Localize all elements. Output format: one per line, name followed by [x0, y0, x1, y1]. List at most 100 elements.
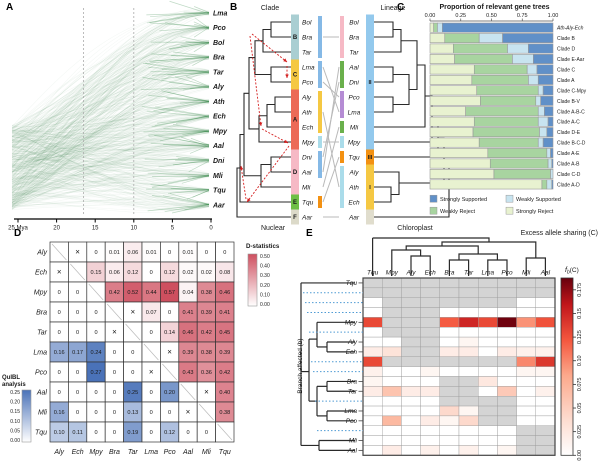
e-heatmap-cell — [439, 297, 460, 308]
nuclear-taxon-label: Pco — [302, 79, 314, 86]
e-heatmap-cell — [401, 317, 421, 328]
gene-tree-strand — [11, 152, 210, 162]
gene-tree-strand — [152, 195, 210, 205]
c-bar-segment — [429, 54, 455, 64]
gene-tree-strand — [182, 85, 210, 91]
gene-tree-strand — [11, 175, 210, 205]
gene-tree-strand — [11, 181, 210, 191]
gene-tree-strand — [11, 99, 210, 166]
gene-tree-strand — [11, 129, 210, 147]
e-heatmap-cell — [439, 376, 460, 387]
e-row-label: Tqu — [346, 280, 358, 287]
gene-tree-strand — [11, 10, 210, 204]
gene-tree-strand — [11, 71, 210, 185]
gene-tree-strand — [11, 68, 210, 163]
clade-bar-label: D — [293, 170, 298, 176]
gene-tree-strand — [193, 23, 210, 29]
gene-tree-strand — [11, 41, 210, 206]
d-cell-value: 0.36 — [201, 370, 212, 376]
e-heatmap-cell — [535, 356, 556, 367]
gene-tree-strand — [11, 130, 210, 182]
gene-tree-strand — [11, 115, 210, 181]
e-heatmap-cell — [477, 336, 498, 348]
d-diagonal-mark — [162, 363, 178, 381]
gene-tree-strand — [11, 40, 210, 134]
d-upper-tick: 0.20 — [260, 283, 270, 289]
c-bar-segment — [539, 127, 548, 138]
gene-tree-strand — [189, 87, 210, 89]
gene-tree-strand — [11, 145, 210, 207]
gene-tree-strand — [11, 99, 210, 139]
chloroplast-taxon-label: Ech — [348, 199, 360, 206]
c-bar-segment — [528, 43, 554, 54]
gene-tree-strand — [11, 174, 210, 196]
e-heatmap-cell — [516, 327, 537, 338]
gene-tree-strand — [11, 145, 210, 167]
d-cell-value: 0.10 — [54, 430, 65, 436]
e-heatmap-cell — [420, 297, 440, 308]
clade-bar-E — [291, 194, 299, 210]
chloroplast-support-bar — [340, 151, 344, 163]
e-heatmap-cell — [439, 277, 460, 289]
c-bar-segment — [546, 127, 554, 138]
gene-tree-strand — [11, 159, 210, 206]
e-heatmap-cell — [497, 435, 517, 446]
d-cell-value: 0 — [76, 370, 79, 376]
gene-tree-strand — [11, 101, 210, 204]
e-heatmap-cell — [477, 445, 498, 456]
e-heatmap-cell — [381, 445, 402, 456]
e-col-label: Mli — [522, 270, 531, 277]
e-heatmap-cell — [439, 445, 460, 456]
nuclear-taxon-label: Dni — [302, 154, 312, 161]
e-heatmap-cell — [420, 386, 440, 397]
gene-tree-strand — [11, 130, 210, 173]
gene-tree-strand — [11, 149, 210, 191]
gene-tree-strand — [11, 113, 210, 160]
gene-tree-strand — [148, 66, 210, 73]
d-cell-value: 0 — [76, 410, 79, 416]
gene-tree-strand — [11, 129, 210, 201]
d-row-label: Mpy — [34, 289, 48, 296]
d-cell-value: 0.12 — [127, 270, 138, 276]
d-upper-tick: 0.10 — [260, 292, 270, 298]
gene-tree-strand — [11, 183, 210, 190]
d-lower-tick: 0.20 — [10, 400, 20, 406]
e-heatmap-cell — [439, 346, 460, 357]
gene-tree-strand — [11, 12, 210, 138]
gene-tree-strand — [11, 40, 210, 203]
gene-tree-strand — [11, 85, 210, 189]
c-bar-segment — [429, 158, 491, 169]
d-cell-value: 0.07 — [146, 310, 157, 316]
e-heatmap-cell — [381, 287, 402, 298]
gene-tree-strand — [11, 154, 210, 183]
gene-tree-strand — [11, 145, 210, 203]
d-cell-value: 0 — [131, 350, 134, 356]
gene-tree-strand — [11, 70, 210, 174]
e-heatmap-cell — [477, 327, 498, 338]
d-col-label: Tqu — [219, 449, 231, 456]
gene-tree-strand — [11, 189, 210, 204]
gene-tree-strand — [11, 146, 210, 163]
gene-tree-strand — [11, 25, 210, 129]
gene-tree-strand — [11, 70, 210, 171]
gene-tree-strand — [11, 117, 210, 208]
gene-tree-strand — [11, 145, 210, 169]
nuclear-tree-branch — [260, 163, 291, 188]
gene-tree-strand — [11, 117, 210, 172]
e-heatmap-cell — [477, 297, 498, 308]
gene-tree-strand — [11, 72, 210, 182]
gene-tree-strand — [11, 55, 210, 134]
gene-tree-strand — [11, 155, 210, 192]
gene-tree-strand — [11, 115, 210, 134]
d-cell-value: 0.04 — [183, 290, 194, 296]
gene-tree-strand — [11, 173, 210, 203]
gene-tree-strand — [11, 145, 210, 154]
gene-tree-strand — [163, 144, 210, 147]
c-bar-segment — [537, 106, 545, 117]
gene-tree-strand — [11, 58, 210, 177]
gene-tree-strand — [171, 55, 210, 57]
e-heatmap-cell — [458, 336, 479, 348]
e-row-label: Aly — [347, 339, 358, 346]
gene-tree-strand — [11, 70, 210, 197]
